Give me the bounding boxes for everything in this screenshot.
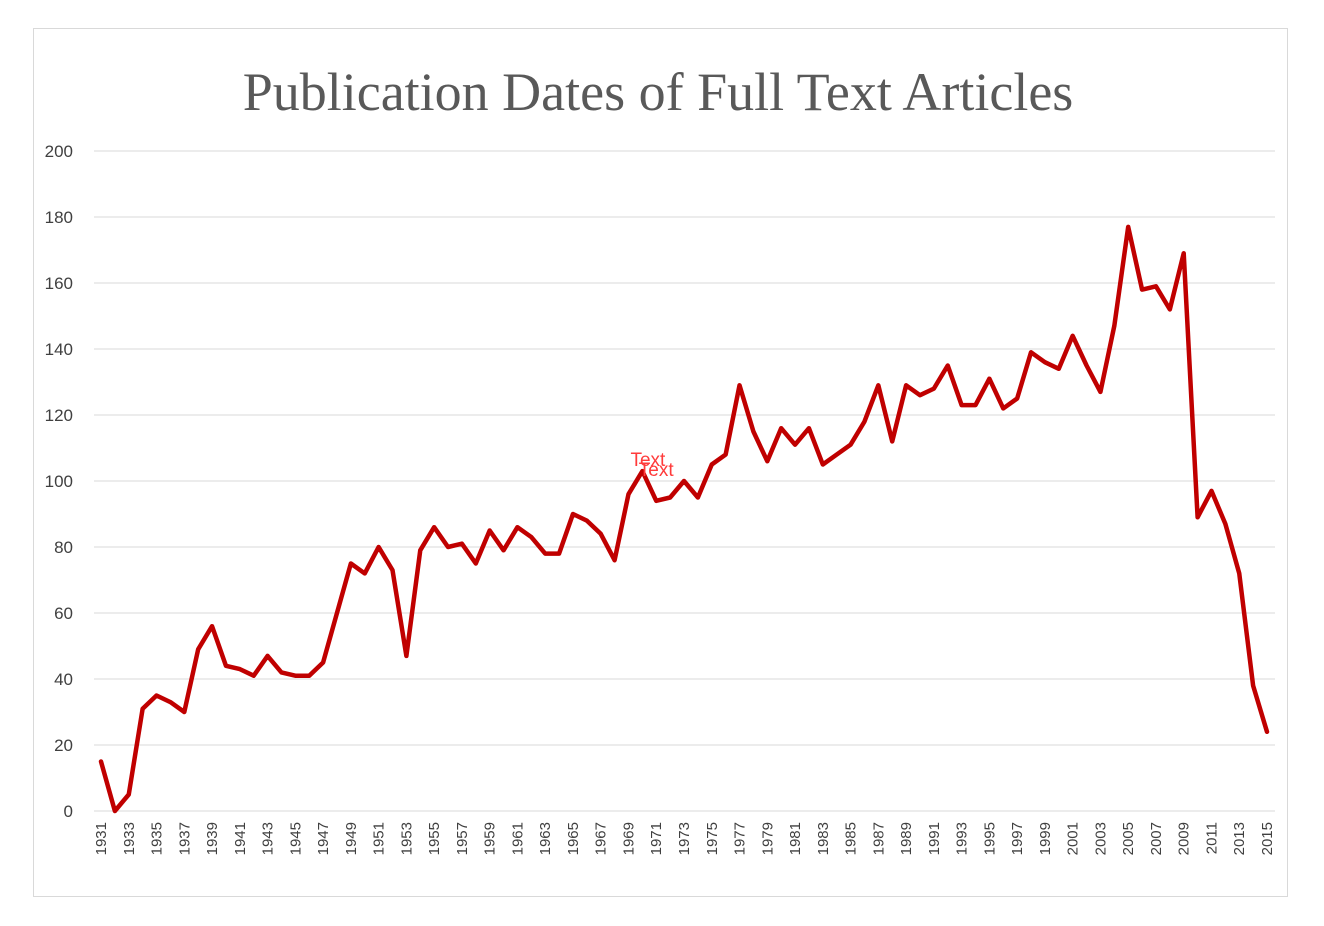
y-tick-label: 60: [54, 604, 73, 623]
y-tick-label: 120: [45, 406, 73, 425]
x-tick-label: 2011: [1203, 822, 1220, 854]
y-tick-label: 80: [54, 538, 73, 557]
y-tick-label: 100: [45, 472, 73, 491]
x-tick-label: 1971: [648, 822, 665, 855]
series-line: [98, 224, 1270, 814]
x-tick-label: 2013: [1231, 822, 1248, 855]
x-tick-label: 1955: [426, 822, 443, 855]
y-tick-label: 0: [64, 802, 73, 821]
x-tick-label: 1993: [954, 822, 971, 855]
series-layer: [98, 224, 1270, 814]
x-tick-label: 1947: [315, 822, 332, 855]
x-tick-label: 1977: [732, 822, 749, 855]
x-tick-label: 2007: [1148, 822, 1165, 855]
y-tick-label: 160: [45, 274, 73, 293]
x-tick-label: 1945: [287, 822, 304, 855]
x-tick-label: 1957: [454, 822, 471, 855]
x-tick-label: 2003: [1092, 822, 1109, 855]
x-tick-label: 2005: [1120, 822, 1137, 855]
x-tick-label: 1973: [676, 822, 693, 855]
x-tick-label: 2009: [1176, 822, 1193, 855]
x-tick-label: 1975: [704, 822, 721, 855]
gridlines: [94, 150, 1275, 812]
x-tick-label: 1981: [787, 822, 804, 855]
chart-title: Publication Dates of Full Text Articles: [243, 62, 1074, 122]
x-tick-label: 1937: [176, 822, 193, 855]
y-tick-label: 20: [54, 736, 73, 755]
x-tick-label: 1961: [509, 822, 526, 855]
y-axis: 0 20 40 60 80 100 120 140 160 180 200: [45, 142, 73, 821]
x-tick-label: 1941: [232, 822, 249, 855]
annotation-text: Text: [630, 450, 666, 471]
x-tick-label: 1989: [898, 822, 915, 855]
x-tick-label: 2001: [1065, 822, 1082, 855]
x-tick-label: 2015: [1259, 822, 1276, 855]
x-tick-label: 1999: [1037, 822, 1054, 855]
x-tick-label: 1991: [926, 822, 943, 855]
x-tick-label: 1995: [981, 822, 998, 855]
x-tick-label: 1987: [870, 822, 887, 855]
x-tick-label: 1983: [815, 822, 832, 855]
y-tick-label: 200: [45, 142, 73, 161]
x-tick-label: 1933: [121, 822, 138, 855]
x-tick-label: 1985: [843, 822, 860, 855]
y-tick-label: 180: [45, 208, 73, 227]
x-tick-label: 1953: [398, 822, 415, 855]
x-tick-label: 1959: [482, 822, 499, 855]
x-tick-label: 1963: [537, 822, 554, 855]
x-tick-label: 1967: [593, 822, 610, 855]
x-tick-label: 1997: [1009, 822, 1026, 855]
x-tick-label: 1951: [371, 822, 388, 855]
x-tick-label: 1935: [149, 822, 166, 855]
annotation-text: Text: [639, 460, 675, 481]
x-axis: 1931 1933 1935 1937 1939 1941 1943 1945 1947 1949…: [93, 822, 1276, 855]
x-tick-label: 1979: [759, 822, 776, 855]
x-tick-label: 1965: [565, 822, 582, 855]
chart-frame: [33, 28, 1288, 897]
x-tick-label: 1931: [93, 822, 110, 855]
x-tick-label: 1939: [204, 822, 221, 855]
y-tick-label: 40: [54, 670, 73, 689]
y-tick-label: 140: [45, 340, 73, 359]
x-tick-label: 1949: [343, 822, 360, 855]
x-tick-label: 1969: [620, 822, 637, 855]
x-tick-label: 1943: [260, 822, 277, 855]
